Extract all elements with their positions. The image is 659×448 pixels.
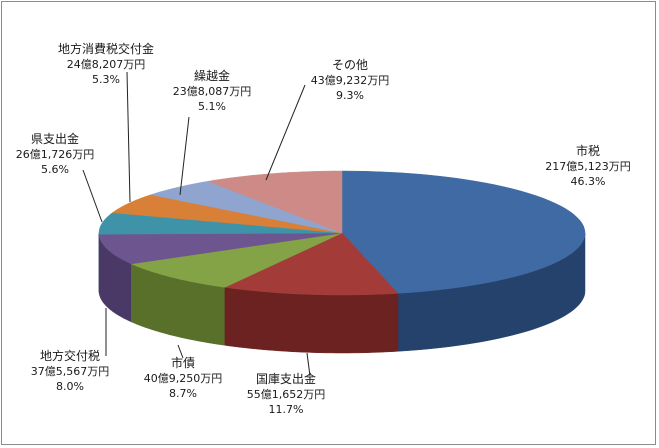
slice-label-percent-3: 8.7% — [169, 387, 197, 400]
slice-top-8 — [207, 170, 343, 234]
slice-label-percent-2: 11.7% — [269, 403, 304, 416]
slice-label-amount-4: 37億5,567万円 — [31, 365, 110, 378]
slice-label-amount-5: 26億1,726万円 — [16, 148, 95, 161]
slice-label-percent-5: 5.6% — [41, 163, 69, 176]
slice-top-2 — [224, 232, 399, 296]
slice-label-amount-8: 43億9,232万円 — [311, 74, 390, 87]
leader-line-2 — [306, 352, 311, 377]
slice-top-7 — [149, 181, 343, 234]
leader-line-8 — [265, 84, 306, 181]
slice-label-percent-6: 5.3% — [92, 73, 120, 86]
slice-label-amount-6: 24億8,207万円 — [67, 58, 146, 71]
slice-top-4 — [98, 232, 343, 265]
leader-line-6 — [126, 71, 131, 203]
slice-label-percent-8: 9.3% — [336, 89, 364, 102]
slice-top-1 — [341, 170, 586, 294]
slice-label-name-6: 地方消費税交付金 — [58, 41, 154, 56]
slice-label-percent-1: 46.3% — [571, 175, 606, 188]
leader-line-3 — [177, 344, 184, 359]
slice-label-percent-4: 8.0% — [56, 380, 84, 393]
slice-label-name-5: 県支出金 — [31, 131, 79, 146]
leader-line-5 — [82, 169, 103, 223]
slice-label-name-2: 国庫支出金 — [256, 371, 316, 386]
slice-label-name-3: 市債 — [171, 355, 195, 370]
slice-side-2 — [224, 287, 399, 354]
slice-label-name-8: その他 — [332, 58, 368, 72]
slice-label-name-7: 繰越金 — [194, 68, 230, 83]
slice-label-percent-7: 5.1% — [198, 100, 226, 113]
leader-line-7 — [179, 116, 190, 196]
slice-label-name-1: 市税 — [576, 143, 600, 158]
slice-label-amount-7: 23億8,087万円 — [173, 85, 252, 98]
slice-top-5 — [98, 212, 343, 235]
slice-label-amount-3: 40億9,250万円 — [144, 372, 223, 385]
slice-label-amount-2: 55億1,652万円 — [247, 388, 326, 401]
slice-top-6 — [111, 194, 343, 234]
slice-label-name-4: 地方交付税 — [40, 348, 100, 363]
slice-top-3 — [130, 232, 343, 288]
slice-label-amount-1: 217億5,123万円 — [545, 160, 631, 173]
